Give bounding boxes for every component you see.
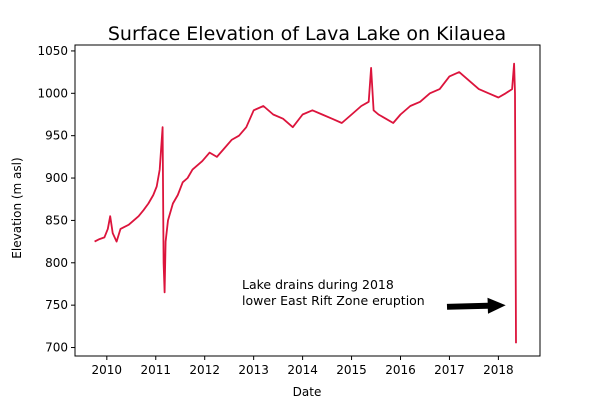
- annotation-arrow: [446, 297, 506, 314]
- x-tick-label: 2013: [238, 363, 269, 377]
- axes-frame: [74, 44, 541, 357]
- y-tick-label: 850: [45, 213, 68, 227]
- annotation-text: Lake drains during 2018 lower East Rift Z…: [242, 277, 425, 308]
- y-tick-label: 700: [45, 341, 68, 355]
- y-tick-label: 750: [45, 298, 68, 312]
- x-axis-label: Date: [293, 385, 322, 399]
- y-tick-label: 1050: [37, 44, 68, 58]
- x-tick-label: 2016: [385, 363, 416, 377]
- x-tick-label: 2014: [287, 363, 318, 377]
- x-tick-label: 2010: [92, 363, 123, 377]
- y-tick-label: 1000: [37, 86, 68, 100]
- x-tick-label: 2015: [336, 363, 367, 377]
- plot-area: 2010 2011 2012 2013 2014 2015 2016 2017 2018 700 7…: [37, 44, 541, 377]
- y-tick-label: 900: [45, 171, 68, 185]
- y-axis-label: Elevation (m asl): [10, 157, 24, 258]
- chart-title: Surface Elevation of Lava Lake on Kilaue…: [108, 23, 506, 45]
- x-tick-label: 2017: [434, 363, 465, 377]
- y-tick-label: 800: [45, 256, 68, 270]
- x-tick-label: 2011: [140, 363, 171, 377]
- y-tick-label: 950: [45, 129, 68, 143]
- series-line-0: [94, 62, 517, 344]
- x-tick-label: 2018: [483, 363, 514, 377]
- x-tick-label: 2012: [189, 363, 220, 377]
